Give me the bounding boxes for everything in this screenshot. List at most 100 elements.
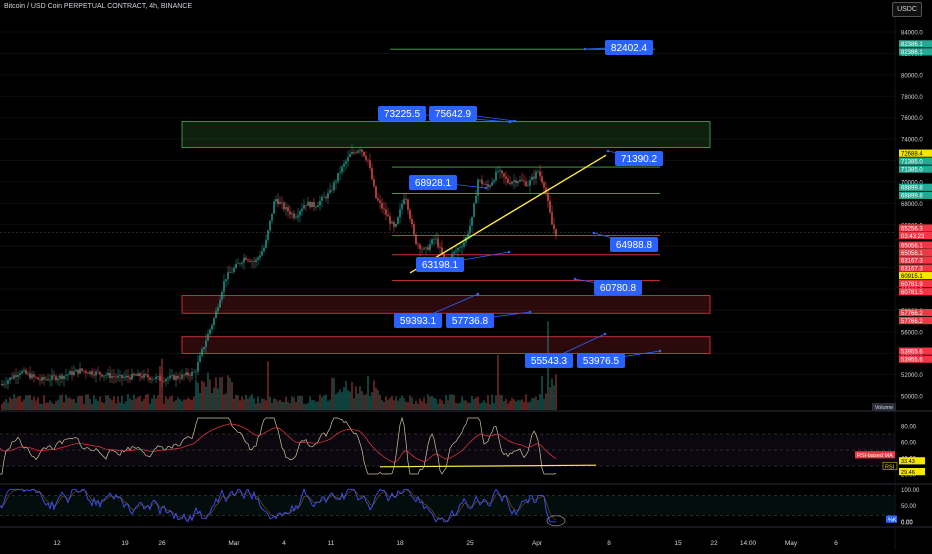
- candle-body: [3, 384, 5, 385]
- time-tick-label: 18: [396, 540, 404, 547]
- volume-bar: [31, 400, 33, 410]
- ascending-trendline: [409, 154, 607, 274]
- rsi-ma-line: [0, 423, 557, 463]
- candle-body: [185, 372, 187, 376]
- volume-bar: [481, 402, 483, 410]
- candle-body: [103, 375, 105, 377]
- volume-bar: [133, 394, 135, 410]
- candle-body: [177, 375, 179, 379]
- volume-bar: [485, 402, 487, 410]
- axis-tag-bg: [899, 157, 932, 165]
- callout-box: [610, 237, 658, 252]
- candle-body: [189, 375, 191, 377]
- volume-bar: [155, 398, 157, 410]
- volume-bar: [345, 380, 347, 410]
- candle-body: [99, 372, 101, 375]
- axis-tag-bg: [899, 183, 932, 191]
- candle-body: [77, 369, 79, 374]
- volume-bar: [189, 399, 191, 410]
- candle-body: [355, 152, 357, 153]
- callout-label: 68928.1: [415, 178, 452, 189]
- volume-bar: [195, 379, 197, 410]
- axis-price-tag: 63167.3: [899, 264, 932, 272]
- time-tick-label: 19: [121, 540, 129, 547]
- rsi-trendline: [379, 464, 597, 468]
- axis-tag-bg: [899, 347, 932, 355]
- axis-price-tag: 82386.1: [899, 40, 932, 48]
- candle-body: [195, 371, 197, 373]
- candle-body: [349, 154, 351, 157]
- candle-body: [503, 173, 505, 177]
- candle-body: [351, 152, 353, 155]
- axis-price-tag: 65056.1: [899, 241, 932, 249]
- candle-body: [483, 184, 485, 185]
- volume-bar: [213, 387, 215, 410]
- rsi-tag: 33.43: [899, 457, 925, 465]
- candle-body: [207, 333, 209, 341]
- volume-bar: [431, 395, 433, 410]
- candle-body: [537, 171, 539, 173]
- candle-body: [169, 375, 171, 379]
- axis-tag-bg: [899, 249, 932, 257]
- volume-bar: [141, 401, 143, 410]
- callout-box: [525, 353, 573, 368]
- volume-bar: [257, 396, 259, 410]
- volume-bar: [303, 403, 305, 410]
- volume-bar: [333, 378, 335, 410]
- axis-tag-bg: [899, 191, 932, 199]
- candle-body: [543, 182, 545, 188]
- axis-price-tag: 71385.0: [899, 165, 932, 173]
- rsi-line: [0, 416, 557, 475]
- candle-body: [119, 375, 121, 376]
- candle-body: [47, 379, 49, 381]
- price-callout: 64988.8: [592, 231, 658, 252]
- candle-body: [317, 205, 319, 207]
- axis-tag-bg: [899, 149, 932, 157]
- candle-body: [403, 198, 405, 205]
- volume-bar: [447, 400, 449, 410]
- currency-badge[interactable]: USDC: [892, 2, 922, 17]
- candle-body: [373, 179, 375, 187]
- volume-bar: [505, 398, 507, 410]
- candle-body: [441, 247, 443, 254]
- candle-body: [141, 376, 143, 378]
- axis-price-tag: 68899.8: [899, 183, 932, 192]
- candle-body: [111, 376, 113, 378]
- candle-body: [493, 180, 495, 183]
- volume-bar: [277, 401, 279, 410]
- volume-bar: [529, 401, 531, 410]
- price-tick-label: 80000.0: [901, 73, 923, 79]
- candle-body: [219, 299, 221, 308]
- candle-body: [365, 155, 367, 160]
- callout-label: 53976.5: [583, 356, 620, 367]
- candle-body: [249, 260, 251, 262]
- candle-body: [241, 262, 243, 264]
- candle-body: [235, 263, 237, 268]
- price-tick-label: 52000.0: [901, 373, 923, 379]
- volume-bar: [237, 395, 239, 410]
- volume-bar: [541, 375, 543, 410]
- candle-body: [89, 371, 91, 374]
- volume-bar: [421, 401, 423, 410]
- volume-bar: [93, 395, 95, 410]
- candle-body: [183, 374, 185, 376]
- candle-body: [179, 378, 181, 379]
- candle-body: [315, 206, 317, 208]
- stoch-tag-bg: [886, 515, 897, 523]
- volume-bar: [247, 398, 249, 410]
- candle-body: [311, 201, 313, 208]
- volume-bar: [9, 397, 11, 410]
- volume-bar: [327, 400, 329, 410]
- chart-title: Bitcoin / USD Coin PERPETUAL CONTRACT, 4…: [4, 3, 193, 10]
- candle-body: [257, 257, 259, 260]
- candle-body: [269, 220, 271, 231]
- candle-body: [97, 371, 99, 373]
- candle-body: [53, 375, 55, 377]
- time-tick-label: Mar: [228, 540, 240, 547]
- volume-bar: [399, 398, 401, 410]
- candle-body: [379, 200, 381, 203]
- volume-bar: [91, 403, 93, 410]
- callout-anchor: [583, 47, 587, 51]
